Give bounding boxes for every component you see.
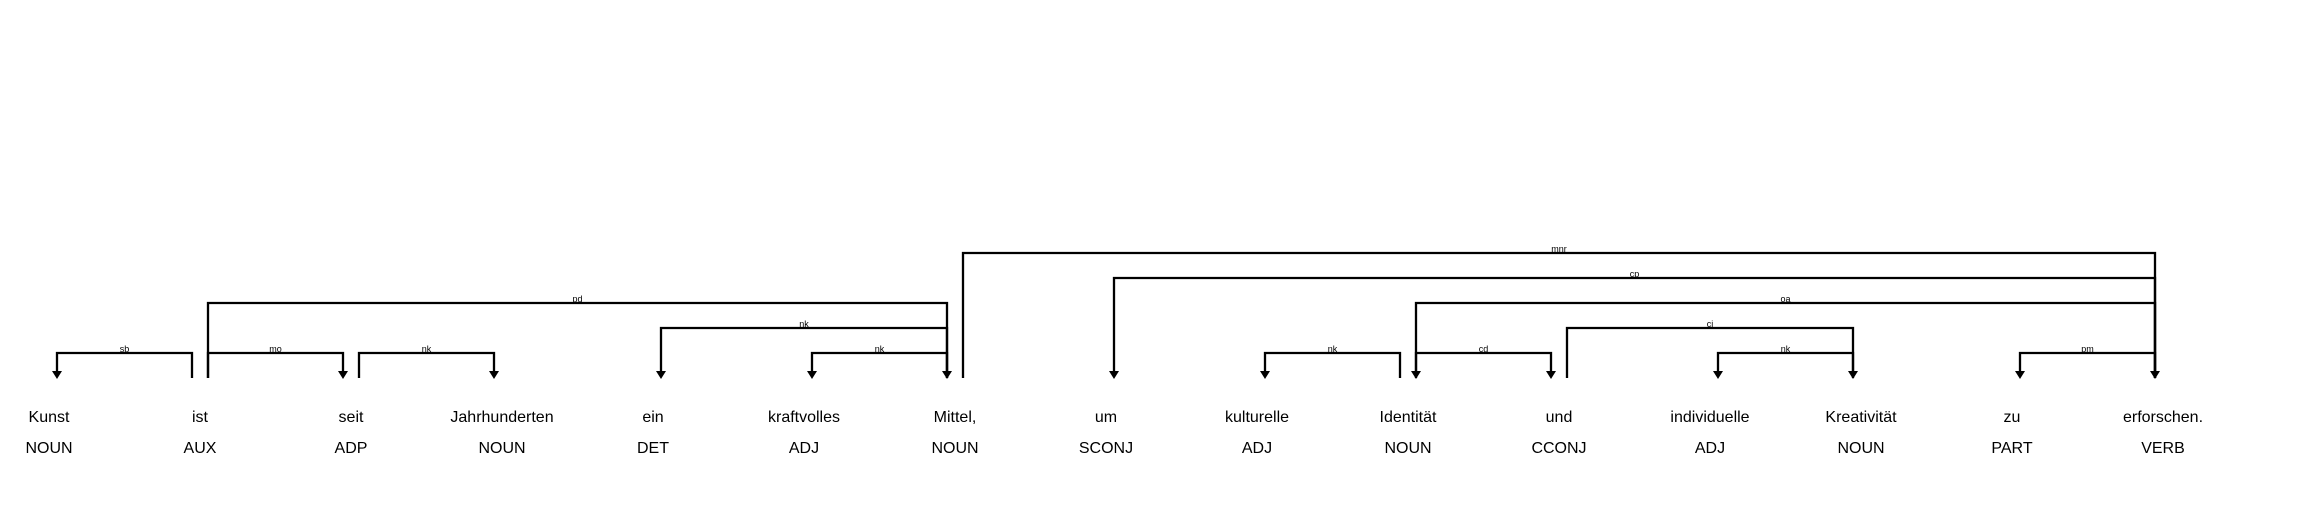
arrowhead [807, 371, 817, 379]
dependency-arc [1716, 351, 1855, 378]
dependency-arc [1565, 326, 1855, 378]
dependency-arc [206, 351, 345, 378]
token-word: zu [2004, 409, 2021, 426]
arrowhead [2015, 371, 2025, 379]
token-word: ist [192, 409, 209, 426]
token-word: Kunst [29, 409, 70, 426]
dependency-arc [206, 301, 949, 378]
arc-label: nk [875, 344, 885, 354]
dependency-arc [2018, 351, 2157, 378]
token-pos-tag: VERB [2141, 440, 2185, 457]
arcs-layer: sb mo nk pd nk nk mnr cp nk oa cd cj nk pm [52, 244, 2160, 379]
dependency-arc [961, 251, 2157, 378]
token-pos-tag: NOUN [1384, 440, 1431, 457]
token-word: um [1095, 409, 1117, 426]
arc-label: nk [422, 344, 432, 354]
arc-label: nk [1781, 344, 1791, 354]
arc-label: nk [1328, 344, 1338, 354]
token-pos-tag: ADJ [1695, 440, 1725, 457]
token-word: Mittel, [934, 409, 977, 426]
token-word: seit [339, 409, 364, 426]
arc-label: cd [1479, 344, 1489, 354]
arc-label: oa [1780, 294, 1790, 304]
arrowhead [1260, 371, 1270, 379]
token-word: Identität [1380, 409, 1437, 426]
token-word: Kreativität [1825, 409, 1897, 426]
token-word: individuelle [1670, 409, 1749, 426]
arrowhead [1546, 371, 1556, 379]
arc-label: mnr [1551, 244, 1567, 254]
token-pos-tag: NOUN [25, 440, 72, 457]
token-pos-tag: NOUN [478, 440, 525, 457]
token-pos-tag: DET [637, 440, 669, 457]
token-word: Jahrhunderten [450, 409, 553, 426]
dependency-arc [357, 351, 496, 378]
arrowhead [1109, 371, 1119, 379]
arc-label: mo [269, 344, 282, 354]
dependency-arc [810, 351, 949, 378]
arrowhead [338, 371, 348, 379]
token-pos-tag: AUX [184, 440, 217, 457]
token-pos-tag: NOUN [1837, 440, 1884, 457]
arc-label: nk [799, 319, 809, 329]
arc-label: sb [120, 344, 130, 354]
arc-label: pd [572, 294, 582, 304]
token-pos-tag: ADP [335, 440, 368, 457]
dependency-arc [1414, 351, 1553, 378]
token-pos-tag: SCONJ [1079, 440, 1133, 457]
token-word: erforschen. [2123, 409, 2203, 426]
arrowhead [656, 371, 666, 379]
token-pos-tag: NOUN [931, 440, 978, 457]
token-word: kraftvolles [768, 409, 840, 426]
arc-label: cp [1630, 269, 1640, 279]
arc-label: cj [1707, 319, 1714, 329]
arrowhead [1713, 371, 1723, 379]
dependency-arc [1414, 301, 2157, 378]
token-pos-tag: ADJ [1242, 440, 1272, 457]
tokens-layer: Kunst NOUN ist AUX seit ADP Jahrhunderten NOUN e… [25, 409, 2203, 457]
dependency-arc [1263, 351, 1402, 378]
arc-label: pm [2081, 344, 2094, 354]
token-word: kulturelle [1225, 409, 1289, 426]
token-word: ein [642, 409, 663, 426]
token-pos-tag: PART [1991, 440, 2032, 457]
arrowhead [489, 371, 499, 379]
token-pos-tag: CCONJ [1531, 440, 1586, 457]
token-word: und [1546, 409, 1573, 426]
token-pos-tag: ADJ [789, 440, 819, 457]
arrowhead [52, 371, 62, 379]
dependency-arc [55, 351, 194, 378]
